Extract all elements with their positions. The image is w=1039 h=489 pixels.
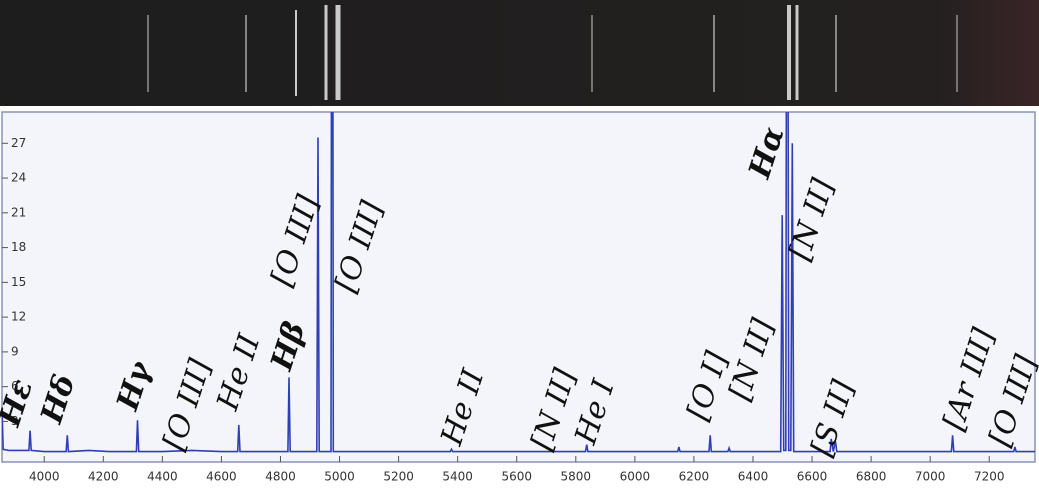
- x-tick-label: 6600: [797, 470, 828, 484]
- x-tick-label: 4000: [29, 470, 60, 484]
- y-tick-label: 18: [11, 240, 26, 254]
- x-tick-label: 4400: [147, 470, 178, 484]
- chart: 3691215182124274000420044004600480050005…: [0, 0, 1039, 489]
- x-tick-label: 4800: [265, 470, 296, 484]
- x-tick-label: 6800: [856, 470, 887, 484]
- x-tick-label: 6400: [738, 470, 769, 484]
- x-tick-label: 6000: [620, 470, 651, 484]
- x-tick-label: 5000: [324, 470, 355, 484]
- x-tick-label: 6200: [679, 470, 710, 484]
- y-tick-label: 24: [11, 171, 26, 185]
- y-tick-label: 9: [11, 344, 19, 358]
- y-tick-label: 12: [11, 310, 26, 324]
- x-tick-label: 7000: [915, 470, 946, 484]
- y-tick-label: 21: [11, 205, 26, 219]
- x-tick-label: 7200: [974, 470, 1005, 484]
- x-tick-label: 5800: [561, 470, 592, 484]
- y-tick-label: 15: [11, 275, 26, 289]
- plot-area: [2, 112, 1035, 462]
- y-tick-label: 27: [11, 136, 26, 150]
- x-tick-label: 5400: [442, 470, 473, 484]
- spectrum-image: [0, 0, 1039, 106]
- x-tick-label: 5200: [383, 470, 414, 484]
- x-tick-label: 4200: [88, 470, 119, 484]
- x-tick-label: 5600: [501, 470, 532, 484]
- x-tick-label: 4600: [206, 470, 237, 484]
